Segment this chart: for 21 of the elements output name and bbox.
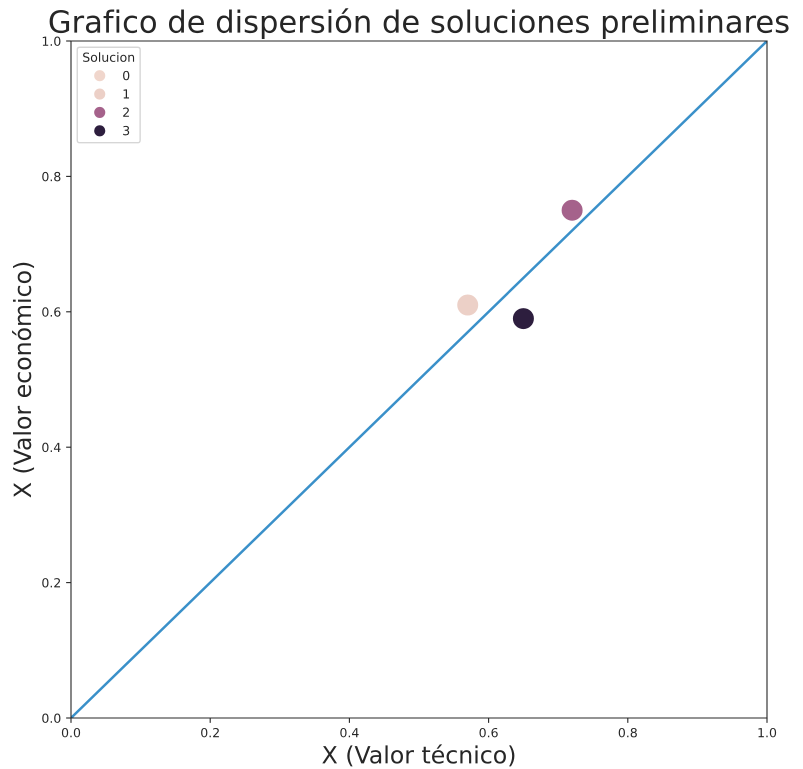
y-tick-label: 0.2 (42, 578, 60, 588)
point (512, 306, 536, 330)
x-tick-label: 0.8 (618, 728, 637, 738)
x-tick-label: 0.2 (201, 728, 219, 738)
x-tick-label: 0.6 (479, 728, 498, 738)
legend-label: 0 (123, 70, 130, 80)
legend-title: Solucion (83, 52, 134, 62)
y-tick-label: 0.6 (42, 307, 60, 317)
x-tick-label: 0.0 (62, 728, 80, 738)
y-tick-label: 0.0 (42, 713, 60, 723)
legend-label: 3 (123, 126, 130, 136)
legend-label: 2 (123, 108, 129, 117)
y-tick-label: 0.4 (42, 442, 61, 452)
x-tick-label: 1.0 (758, 728, 776, 738)
x-axis-title: X (Valor técnico) (322, 744, 514, 766)
point (456, 293, 480, 317)
y-axis-title: X (Valor económico) (12, 262, 34, 498)
point (560, 198, 584, 222)
legend-label: 1 (124, 89, 130, 98)
y-tick-label: 0.8 (42, 172, 60, 182)
x-tick-label: 0.4 (340, 728, 359, 738)
